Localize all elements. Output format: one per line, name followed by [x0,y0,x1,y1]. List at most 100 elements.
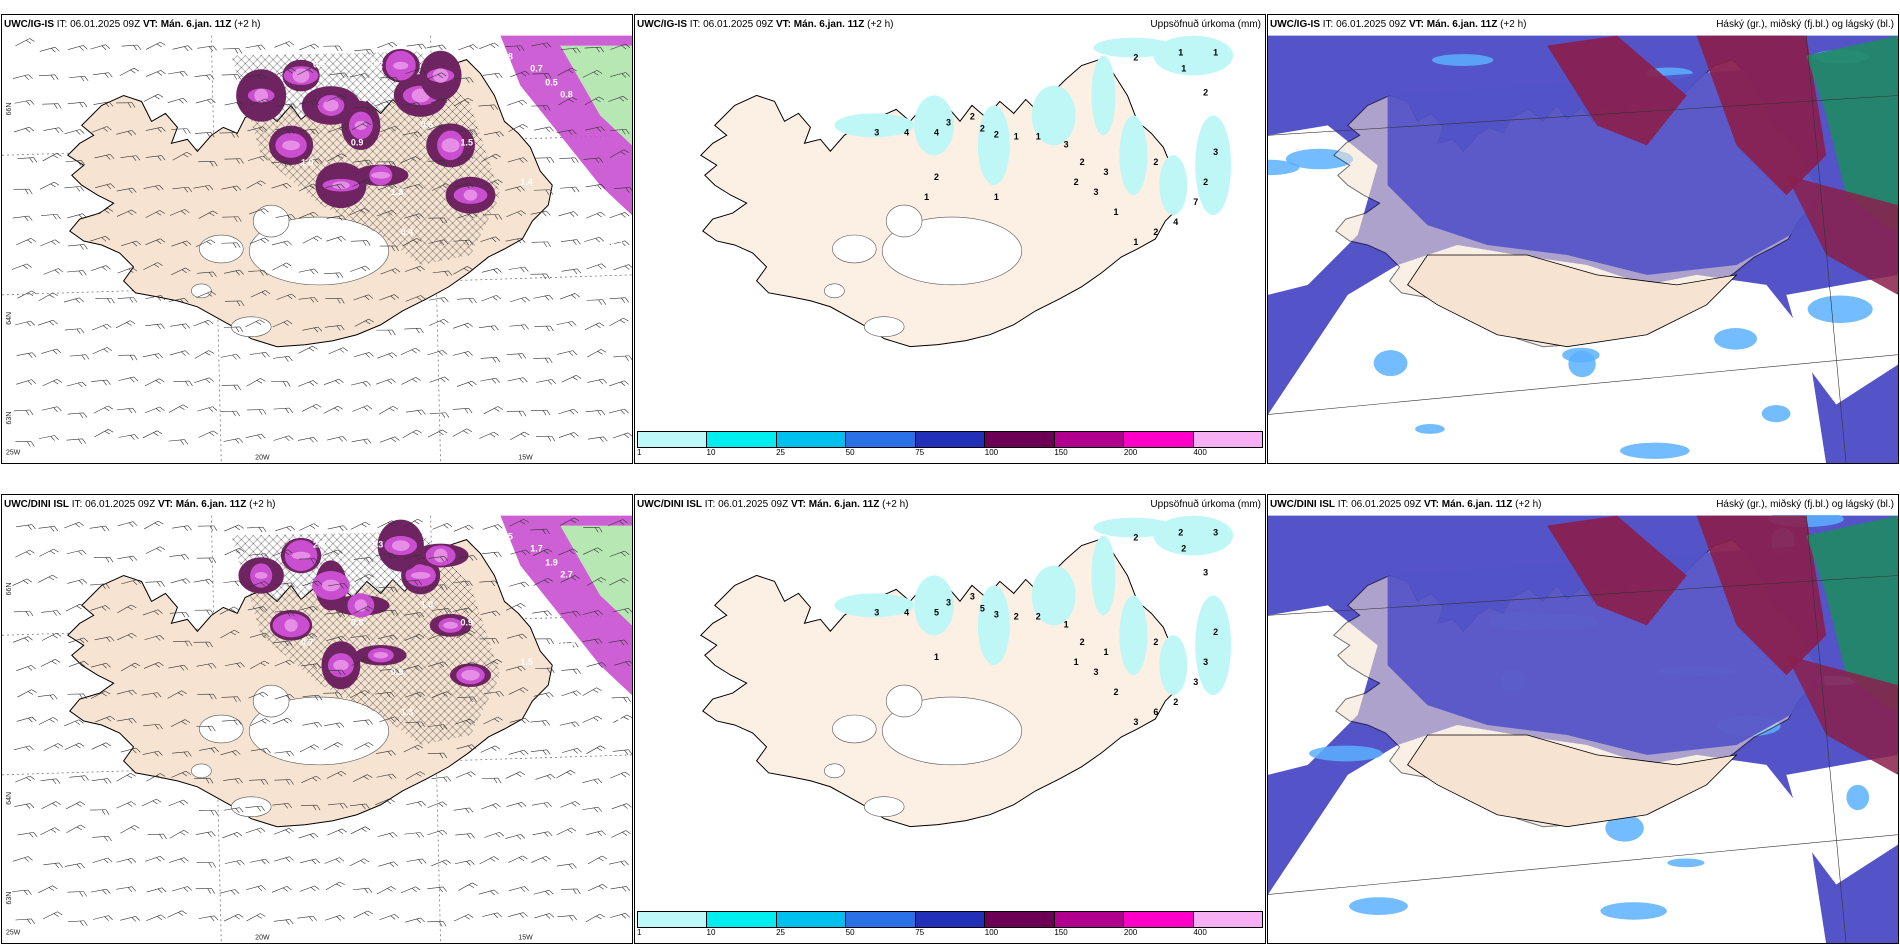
wind-barb [350,265,370,272]
accum-value-label: 2 [1203,177,1208,187]
wind-barb [116,886,137,892]
accum-value-label: 3 [1133,717,1138,727]
model-name: UWC/DINI ISL [1270,499,1335,510]
wind-barb [561,268,582,275]
precip-value-label: 0.5 [391,667,403,677]
wind-barb [249,581,270,587]
wind-barb [506,603,526,611]
wind-barb [116,187,137,194]
wind-barb [349,803,370,810]
wind-barb [198,810,219,816]
precip-area [254,572,268,579]
graticule-line [1805,35,1847,463]
wind-barb [39,181,60,190]
wind-barb [509,324,529,330]
wind-barb [65,160,86,166]
wind-barb [115,320,136,329]
wind-barb [67,891,87,897]
wind-barb [509,296,530,303]
wind-barb [197,693,217,700]
wind-barb [427,724,448,730]
colorbar-tick-label: 150 [1054,928,1068,937]
wind-barb [64,129,85,135]
wind-barb [89,525,110,532]
wind-barb [298,268,319,275]
wind-barb [90,809,110,815]
wind-barb [608,95,628,102]
colorbar-segment [638,912,708,927]
valid-time: VT: Mán. 6.jan. 11Z [1408,19,1498,30]
wind-barb [170,267,191,276]
wind-barb [583,547,603,555]
wind-barb [506,210,526,218]
wind-barb [400,347,421,356]
precip-value-label: 1.5 [461,137,473,147]
wind-barb [273,549,293,557]
wind-barb [560,517,580,526]
wind-barb [220,629,240,639]
wind-barb [248,691,269,699]
wind-barb [582,610,603,616]
wind-barb [144,635,165,641]
wind-barb [197,271,217,278]
wind-barb [94,154,115,160]
wind-barb [90,888,111,895]
latitude-label: 63N [6,412,13,425]
wind-barb [38,292,58,302]
wind-barb [141,692,162,698]
wind-barb [406,801,426,807]
precip-area [254,88,269,103]
wind-barb [561,690,582,697]
accum-value-label: 5 [934,607,939,617]
init-time: IT: 06.01.2025 09Z [1322,19,1407,30]
mid-cloud-area [1667,858,1705,868]
wind-barb [404,832,425,838]
wind-barb [63,297,84,304]
wind-barb [274,856,294,862]
wind-barb [322,549,343,556]
wind-barb [297,915,317,922]
wind-barb [299,523,319,531]
glacier [824,283,845,299]
wind-barb [323,45,343,52]
wind-barb [16,524,36,530]
wind-barb [482,524,503,530]
accum-value-label: 5 [980,603,985,613]
wind-barb [323,378,344,385]
wind-barb [456,744,477,750]
panel-title: UWC/DINI ISL IT: 06.01.2025 09Z VT: Mán.… [637,495,909,515]
valid-time: VT: Mán. 6.jan. 11Z [142,19,232,30]
wind-barb [377,352,397,359]
precip-area [433,548,448,563]
glacier [885,684,923,718]
wind-barb [298,833,319,839]
wind-barb [478,104,499,111]
wind-barb [274,779,294,785]
wind-barb [583,157,604,164]
wind-barb [116,407,137,414]
wind-barb [299,128,319,135]
longitude-label: 20W [255,454,270,461]
wind-barb [297,633,318,640]
wind-barb [274,41,295,48]
wind-barb [69,775,89,781]
map-canvas [1268,515,1898,943]
glacier [881,216,1023,286]
precip-area [560,525,632,626]
accum-area [1195,595,1232,696]
accum-value-label: 1 [1178,48,1183,58]
wind-barb [118,354,138,361]
accum-value-label: 1 [1074,657,1079,667]
wind-barb [271,886,292,893]
wind-barb [509,717,530,724]
wind-barb [481,803,501,810]
graticule-line [1268,575,1898,616]
wind-barb [533,357,553,364]
wind-barb [250,98,271,106]
wind-barb [613,660,632,667]
wind-barb [352,887,373,894]
wind-barb [427,829,448,836]
wind-barb [40,239,60,247]
wind-barb [478,889,499,896]
wind-barb [405,68,425,75]
